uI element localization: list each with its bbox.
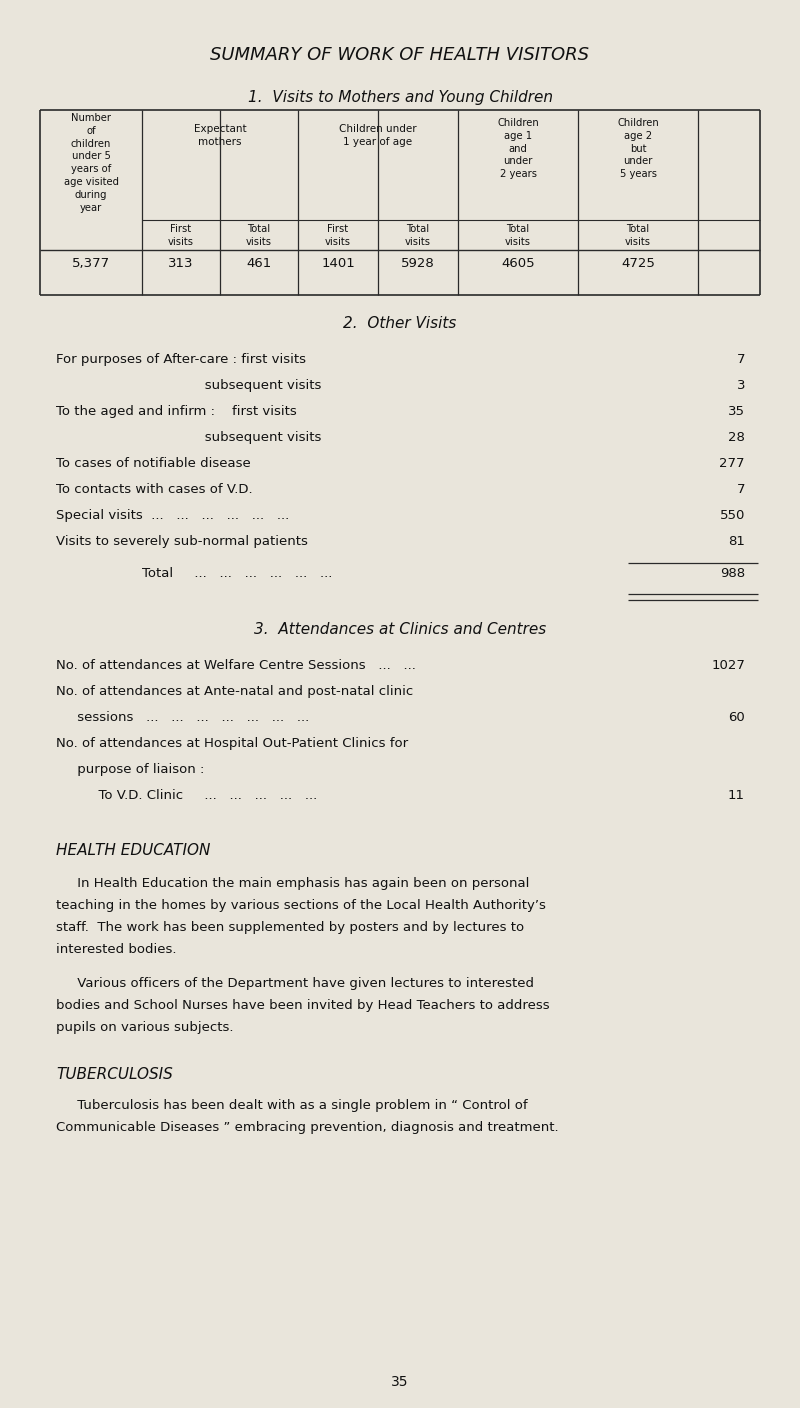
Text: TUBERCULOSIS: TUBERCULOSIS	[56, 1067, 173, 1081]
Text: First
visits: First visits	[325, 224, 351, 246]
Text: In Health Education the main emphasis has again been on personal: In Health Education the main emphasis ha…	[56, 877, 530, 890]
Text: 313: 313	[168, 258, 194, 270]
Text: To cases of notifiable disease: To cases of notifiable disease	[56, 458, 250, 470]
Text: Total
visits: Total visits	[246, 224, 272, 246]
Text: 1.  Visits to Mothers and Young Children: 1. Visits to Mothers and Young Children	[247, 90, 553, 106]
Text: Visits to severely sub-normal patients: Visits to severely sub-normal patients	[56, 535, 308, 548]
Text: 1027: 1027	[711, 659, 745, 672]
Text: HEALTH EDUCATION: HEALTH EDUCATION	[56, 843, 210, 857]
Text: Number
of
children
under 5
years of
age visited
during
year: Number of children under 5 years of age …	[63, 113, 118, 213]
Text: For purposes of After-care : first visits: For purposes of After-care : first visit…	[56, 353, 306, 366]
Text: 1401: 1401	[321, 258, 355, 270]
Text: 461: 461	[246, 258, 272, 270]
Text: First
visits: First visits	[168, 224, 194, 246]
Text: Children
age 2
but
under
5 years: Children age 2 but under 5 years	[617, 118, 659, 179]
Text: No. of attendances at Hospital Out-Patient Clinics for: No. of attendances at Hospital Out-Patie…	[56, 736, 408, 750]
Text: 277: 277	[719, 458, 745, 470]
Text: Children under
1 year of age: Children under 1 year of age	[339, 124, 417, 148]
Text: To the aged and infirm :    first visits: To the aged and infirm : first visits	[56, 406, 297, 418]
Text: To V.D. Clinic     ...   ...   ...   ...   ...: To V.D. Clinic ... ... ... ... ...	[56, 788, 318, 803]
Text: bodies and School Nurses have been invited by Head Teachers to address: bodies and School Nurses have been invit…	[56, 1000, 550, 1012]
Text: 988: 988	[720, 567, 745, 580]
Text: 11: 11	[728, 788, 745, 803]
Text: 3.  Attendances at Clinics and Centres: 3. Attendances at Clinics and Centres	[254, 622, 546, 636]
Text: 60: 60	[728, 711, 745, 724]
Text: 7: 7	[737, 353, 745, 366]
Text: staff.  The work has been supplemented by posters and by lectures to: staff. The work has been supplemented by…	[56, 921, 524, 934]
Text: 28: 28	[728, 431, 745, 444]
Text: 3: 3	[737, 379, 745, 391]
Text: Tuberculosis has been dealt with as a single problem in “ Control of: Tuberculosis has been dealt with as a si…	[56, 1100, 528, 1112]
Text: 5928: 5928	[401, 258, 435, 270]
Text: Total     ...   ...   ...   ...   ...   ...: Total ... ... ... ... ... ...	[142, 567, 332, 580]
Text: interested bodies.: interested bodies.	[56, 943, 177, 956]
Text: subsequent visits: subsequent visits	[56, 431, 322, 444]
Text: 35: 35	[391, 1376, 409, 1390]
Text: 4725: 4725	[621, 258, 655, 270]
Text: 2.  Other Visits: 2. Other Visits	[343, 315, 457, 331]
Text: 5,377: 5,377	[72, 258, 110, 270]
Text: No. of attendances at Welfare Centre Sessions   ...   ...: No. of attendances at Welfare Centre Ses…	[56, 659, 416, 672]
Text: pupils on various subjects.: pupils on various subjects.	[56, 1021, 234, 1033]
Text: No. of attendances at Ante-natal and post-natal clinic: No. of attendances at Ante-natal and pos…	[56, 686, 414, 698]
Text: sessions   ...   ...   ...   ...   ...   ...   ...: sessions ... ... ... ... ... ... ...	[56, 711, 310, 724]
Text: 81: 81	[728, 535, 745, 548]
Text: Total
visits: Total visits	[505, 224, 531, 246]
Text: 550: 550	[720, 510, 745, 522]
Text: 4605: 4605	[501, 258, 535, 270]
Text: Special visits  ...   ...   ...   ...   ...   ...: Special visits ... ... ... ... ... ...	[56, 510, 290, 522]
Text: To contacts with cases of V.D.: To contacts with cases of V.D.	[56, 483, 253, 496]
Text: Children
age 1
and
under
2 years: Children age 1 and under 2 years	[497, 118, 539, 179]
Text: teaching in the homes by various sections of the Local Health Authority’s: teaching in the homes by various section…	[56, 898, 546, 912]
Text: Communicable Diseases ” embracing prevention, diagnosis and treatment.: Communicable Diseases ” embracing preven…	[56, 1121, 558, 1133]
Text: Total
visits: Total visits	[405, 224, 431, 246]
Text: subsequent visits: subsequent visits	[56, 379, 322, 391]
Text: Expectant
mothers: Expectant mothers	[194, 124, 246, 148]
Text: 7: 7	[737, 483, 745, 496]
Text: Total
visits: Total visits	[625, 224, 651, 246]
Text: Various officers of the Department have given lectures to interested: Various officers of the Department have …	[56, 977, 534, 990]
Text: SUMMARY OF WORK OF HEALTH VISITORS: SUMMARY OF WORK OF HEALTH VISITORS	[210, 46, 590, 63]
Text: purpose of liaison :: purpose of liaison :	[56, 763, 204, 776]
Text: 35: 35	[728, 406, 745, 418]
